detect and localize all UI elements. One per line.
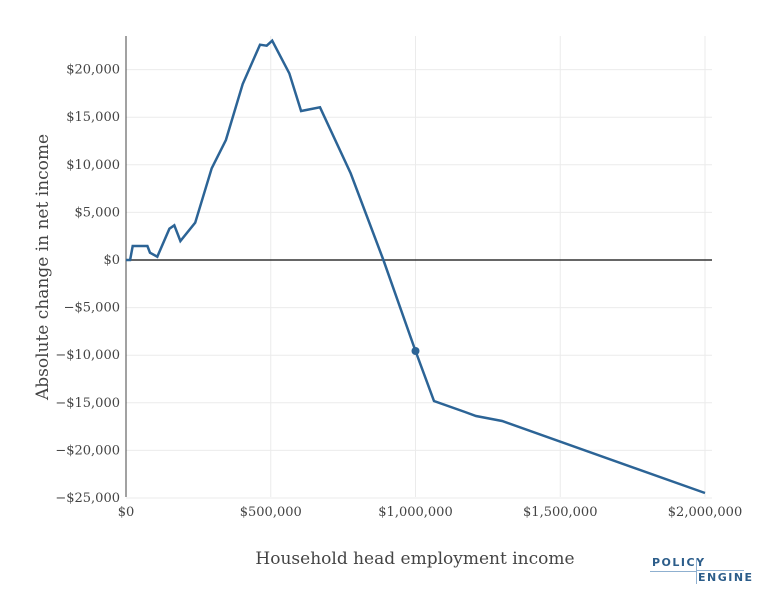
- x-tick-label: $0: [118, 505, 135, 520]
- y-tick-label: −$15,000: [55, 396, 120, 411]
- y-tick-label: $15,000: [66, 110, 120, 125]
- logo-line2: ENGINE: [698, 571, 754, 584]
- x-tick-label: $2,000,000: [668, 505, 742, 520]
- highlight-point: [411, 347, 420, 356]
- x-tick-label: $500,000: [240, 505, 302, 520]
- y-tick-label: $0: [103, 253, 120, 268]
- y-tick-label: −$25,000: [55, 491, 120, 506]
- y-tick-label: $20,000: [66, 63, 120, 78]
- y-tick-label: −$10,000: [55, 348, 120, 363]
- y-tick-label: $10,000: [66, 158, 120, 173]
- x-tick-label: $1,000,000: [378, 505, 452, 520]
- y-tick-label: −$5,000: [64, 301, 120, 316]
- policyengine-logo: POLICY ENGINE: [650, 556, 752, 586]
- y-tick-label: −$20,000: [55, 443, 120, 458]
- y-axis-title: Absolute change in net income: [33, 134, 53, 401]
- logo-line1: POLICY: [652, 556, 706, 569]
- series-line: [126, 38, 706, 495]
- x-axis-title: Household head employment income: [255, 549, 574, 569]
- x-tick-label: $1,500,000: [523, 505, 597, 520]
- y-tick-label: $5,000: [75, 205, 121, 220]
